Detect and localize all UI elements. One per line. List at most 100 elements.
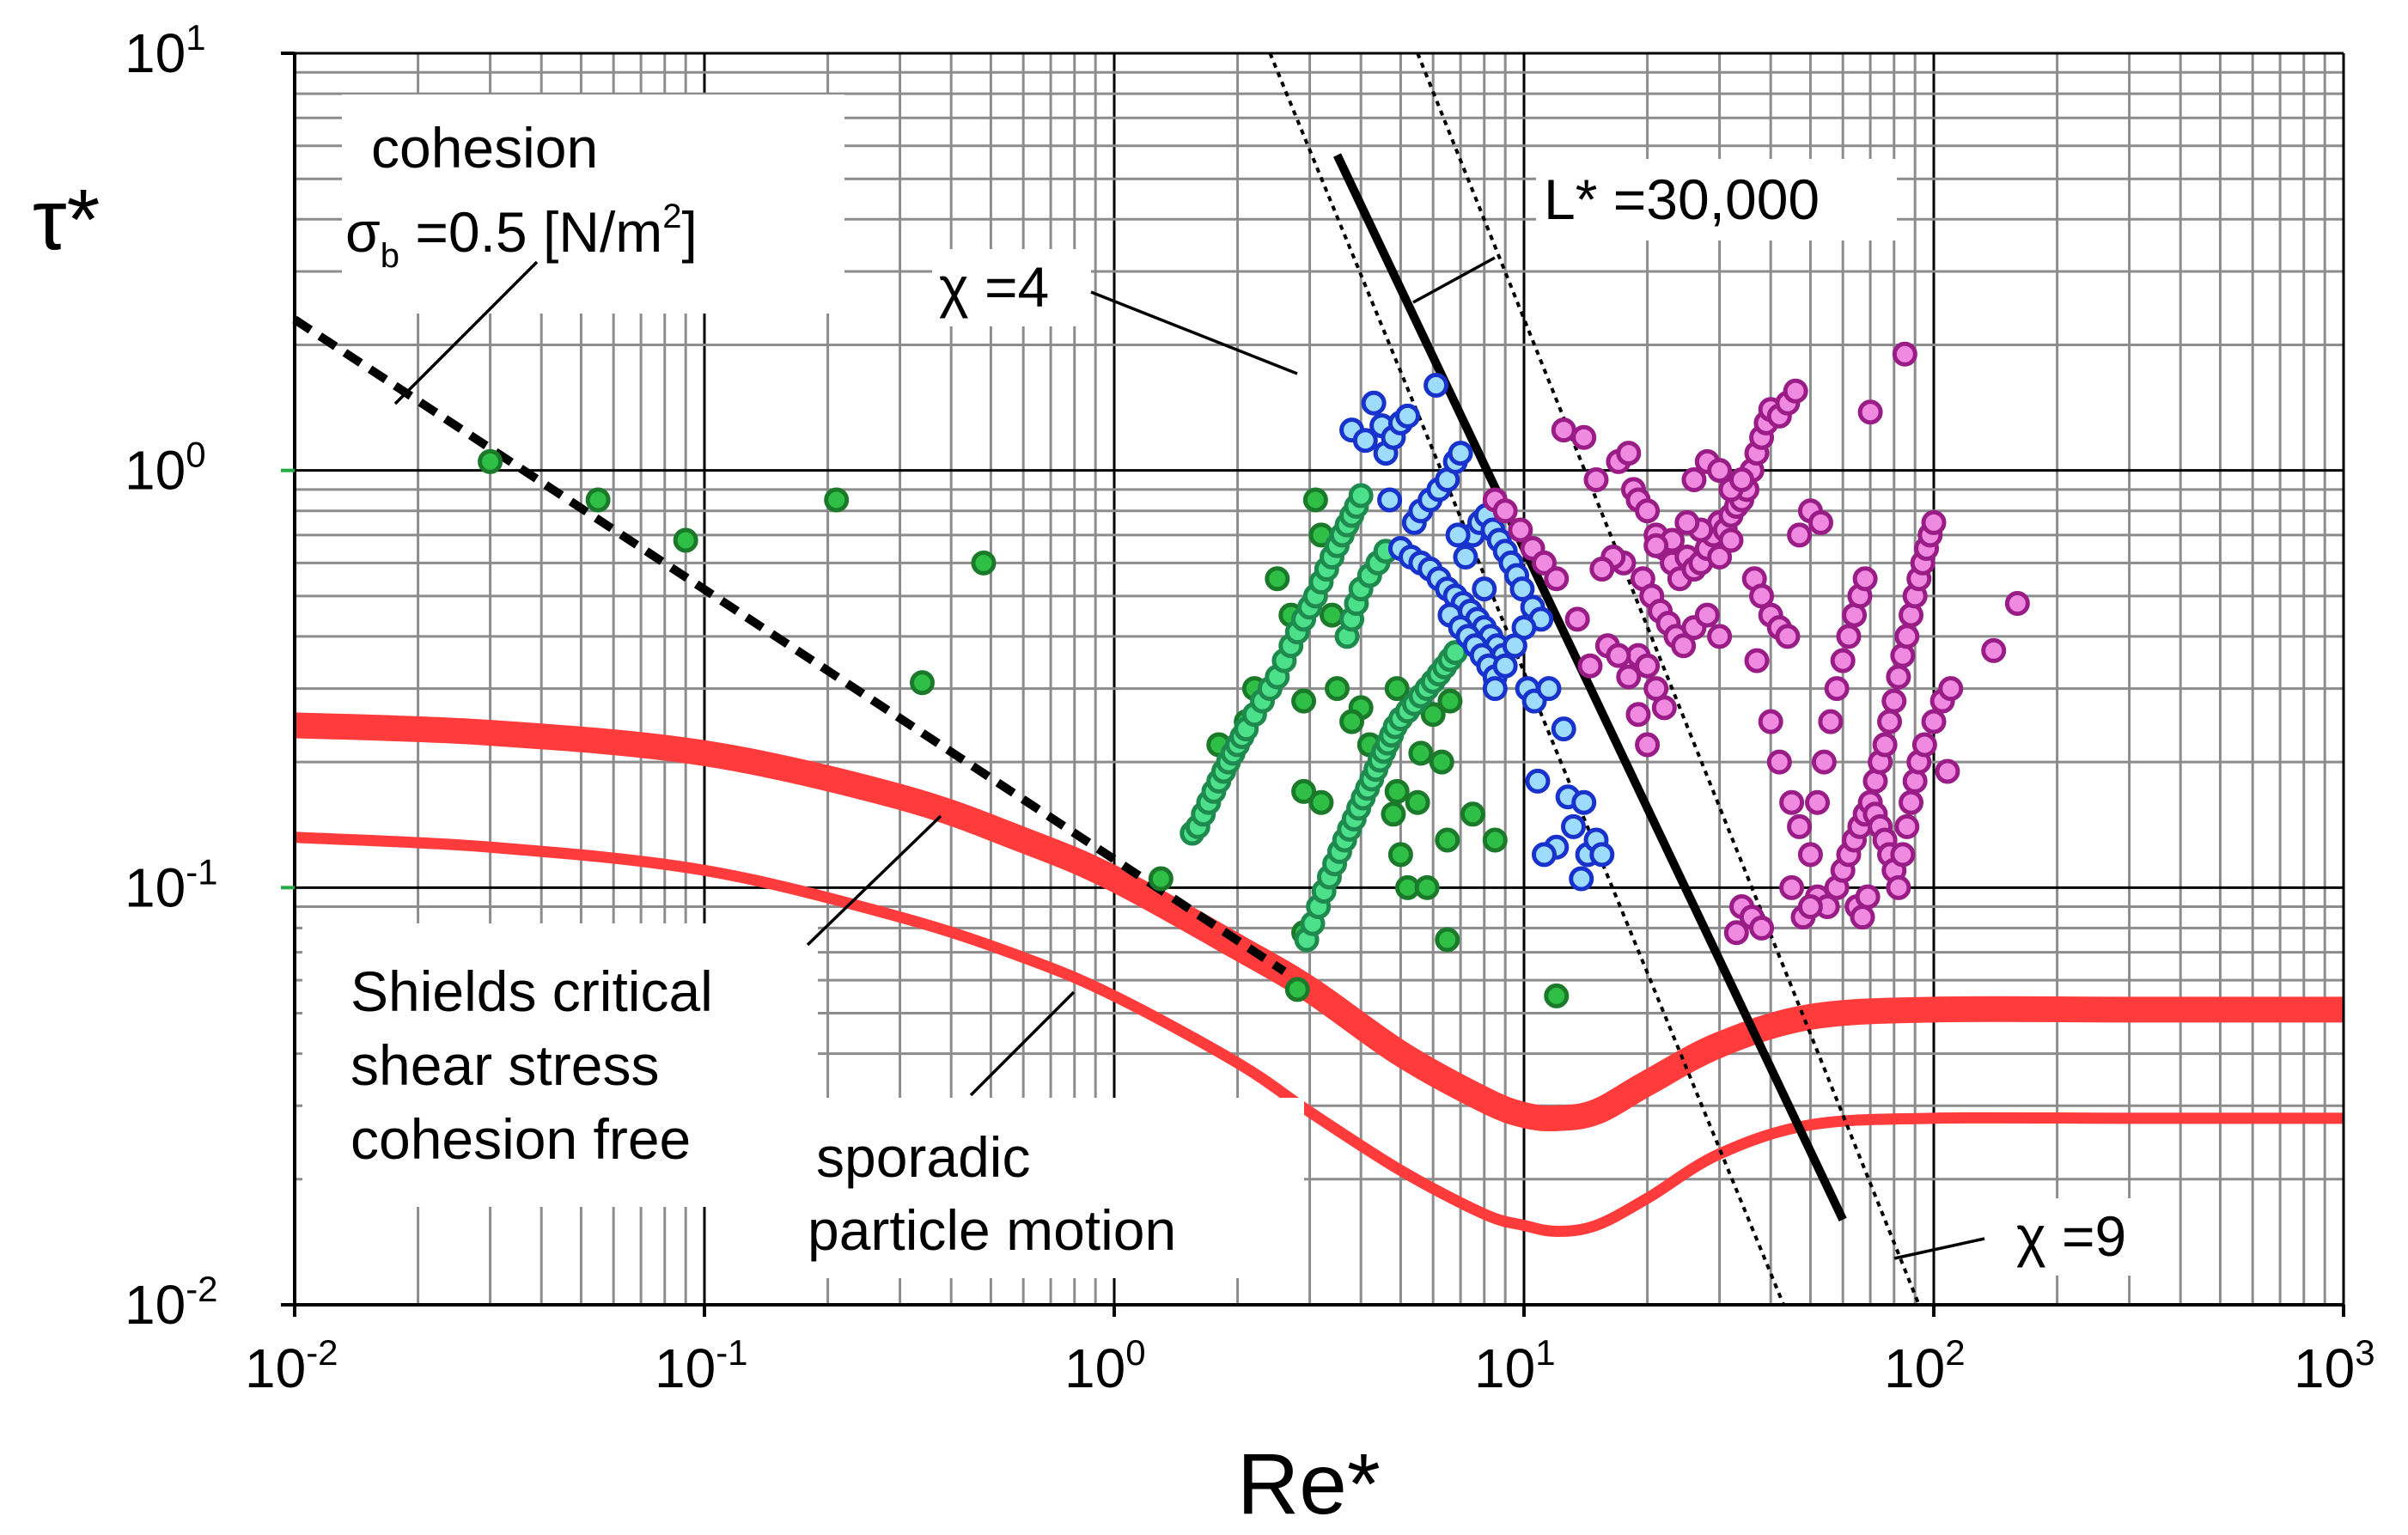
chi9-leader [1893, 1237, 1985, 1260]
curve-1 [294, 831, 2344, 1237]
point-dark-green [1429, 749, 1454, 775]
x-tick-label-base: 10 [245, 1337, 306, 1399]
x-tick-label: 10-2 [245, 1332, 338, 1399]
curve-0 [294, 712, 2344, 1132]
point-blue [1395, 403, 1421, 429]
point-magenta [1694, 602, 1720, 628]
point-dark-green [1291, 688, 1317, 714]
point-blue [1445, 522, 1471, 548]
cohesion-sigma: σ [345, 200, 381, 264]
point-magenta [1625, 702, 1651, 728]
x-tick-label-base: 10 [1884, 1337, 1945, 1399]
cohesion-label-line1: cohesion [371, 116, 598, 180]
point-magenta [1935, 758, 1960, 784]
point-dark-green [1148, 866, 1174, 892]
y-tick-label: 10-2 [125, 1269, 218, 1336]
point-dark-green [1405, 789, 1430, 815]
sporadic-label-line1: sporadic [816, 1125, 1030, 1189]
point-dark-green [1302, 487, 1328, 513]
point-magenta [1890, 842, 1916, 868]
point-dark-green [1437, 688, 1463, 714]
point-magenta [1744, 648, 1770, 673]
point-dark-green [824, 487, 850, 513]
point-dark-green [1308, 789, 1334, 815]
point-blue [1361, 390, 1387, 416]
point-magenta [1855, 884, 1881, 910]
y-axis-title: τ* [33, 172, 100, 268]
x-tick-label-exp: -1 [716, 1332, 747, 1373]
point-dark-green [1482, 827, 1508, 853]
point-dark-green [971, 550, 997, 576]
point-dark-green [1420, 702, 1446, 728]
point-blue [1492, 653, 1518, 679]
ticks [281, 52, 2345, 1317]
curve-3 [1268, 52, 1786, 1306]
point-magenta [1811, 749, 1837, 775]
point-magenta [1894, 813, 1920, 839]
sporadic-label-box [797, 1098, 1304, 1278]
x-tick-label-exp: -2 [306, 1332, 338, 1373]
x-tick-label: 101 [1474, 1332, 1556, 1399]
shields-label-line3: cohesion free [351, 1107, 691, 1171]
axes [293, 52, 2345, 1307]
point-magenta [1571, 424, 1597, 450]
point-magenta [1707, 624, 1733, 649]
point-magenta [1899, 789, 1924, 815]
x-tick-label-base: 10 [1064, 1337, 1125, 1399]
point-magenta [1758, 709, 1783, 734]
point-magenta [1707, 544, 1733, 570]
chi4-label: χ =4 [939, 255, 1049, 319]
point-magenta [1729, 466, 1755, 492]
point-dark-green [478, 448, 503, 474]
x-tick-label-exp: 3 [2355, 1332, 2374, 1373]
cohesion-sup: 2 [662, 198, 681, 235]
point-magenta [1886, 664, 1911, 690]
point-blue [1571, 789, 1597, 815]
point-magenta [1671, 633, 1697, 659]
x-tick-label: 10-1 [655, 1332, 748, 1399]
point-magenta [1852, 566, 1878, 592]
point-magenta [2004, 590, 2030, 616]
point-dark-green [1381, 801, 1406, 827]
point-dark-green [1408, 740, 1434, 766]
cohesion-eq: =0.5 [N/m [399, 200, 662, 264]
point-magenta [1783, 378, 1808, 404]
point-magenta [1564, 606, 1590, 632]
x-tick-label-exp: 0 [1125, 1332, 1145, 1373]
point-blue [1536, 676, 1562, 702]
point-light-green [1348, 483, 1374, 509]
point-dark-green [1384, 676, 1410, 702]
point-dark-green [585, 487, 611, 513]
point-dark-green [1284, 977, 1310, 1002]
y-tick-label-base: 10 [125, 856, 186, 918]
x-tick-label-base: 10 [2294, 1337, 2355, 1399]
curves [292, 52, 2344, 1306]
point-magenta [1877, 709, 1903, 734]
point-dark-green [1544, 983, 1570, 1008]
point-magenta [1836, 624, 1862, 649]
leader-lines [393, 256, 1985, 1260]
point-magenta [1921, 709, 1947, 734]
y-tick-label-exp: -1 [186, 851, 217, 892]
point-magenta [1635, 498, 1661, 524]
point-magenta [1938, 676, 1964, 702]
point-blue [1502, 633, 1527, 659]
point-dark-green [1414, 874, 1440, 900]
point-blue [1472, 576, 1497, 602]
point-dark-green [1435, 927, 1460, 953]
point-magenta [1583, 466, 1609, 492]
cohesion-label-box [342, 94, 844, 314]
point-magenta [1805, 789, 1831, 815]
point-dark-green [1339, 709, 1365, 734]
point-blue [1551, 716, 1576, 742]
point-magenta [1651, 695, 1677, 721]
cohesion-label-line2: σb =0.5 [N/m2] [345, 198, 698, 275]
point-dark-green [673, 527, 698, 553]
shields-label-line1: Shields critical [351, 959, 713, 1023]
point-blue [1525, 768, 1551, 794]
point-magenta [1606, 643, 1631, 668]
lstar-leader [1412, 256, 1496, 304]
point-magenta [1787, 813, 1813, 839]
